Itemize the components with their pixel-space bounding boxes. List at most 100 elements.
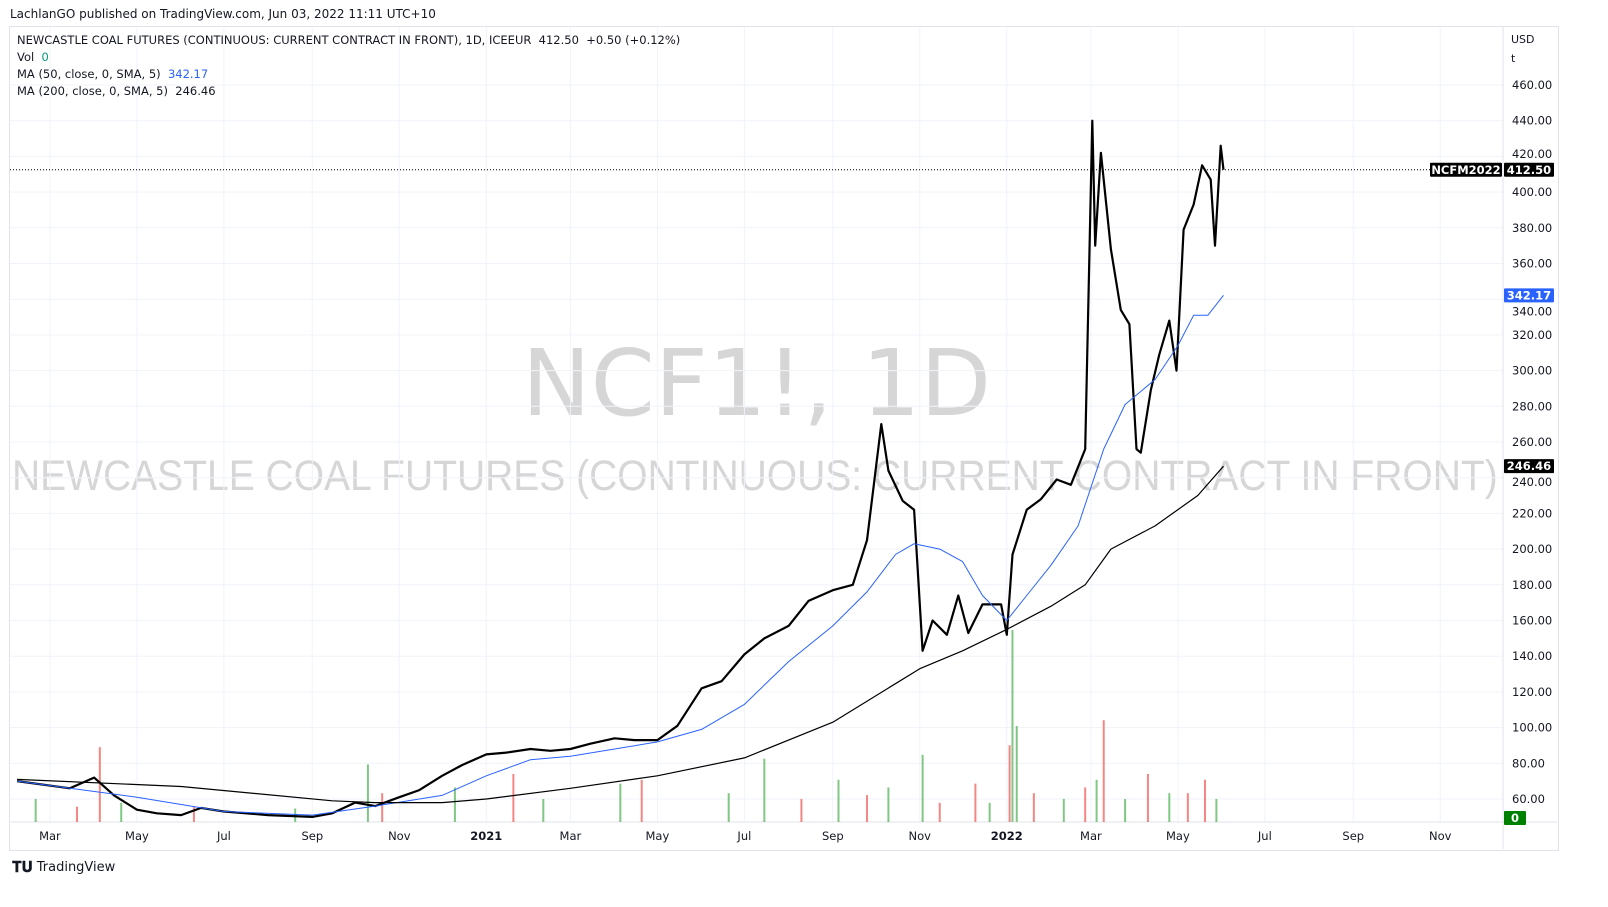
- legend-ma50[interactable]: MA (50, close, 0, SMA, 5) 342.17: [17, 67, 208, 81]
- y-tick-label: 300.00: [1512, 364, 1552, 378]
- y-tick-label: 180.00: [1512, 578, 1552, 592]
- x-tick-label: Jul: [1257, 829, 1272, 843]
- volume-bar: [837, 779, 840, 822]
- volume-bar: [34, 798, 37, 822]
- volume-bar: [381, 793, 384, 822]
- ma200-line: [17, 465, 1224, 804]
- volume-axis-label-bg: [1504, 811, 1526, 825]
- legend-main[interactable]: NEWCASTLE COAL FUTURES (CONTINUOUS: CURR…: [17, 33, 680, 47]
- ma50-value: 342.17: [167, 67, 209, 81]
- x-tick-label: Sep: [822, 829, 844, 843]
- x-tick-label: Mar: [39, 829, 61, 843]
- ma200-value: 246.46: [175, 84, 216, 98]
- legend-vol[interactable]: Vol 0: [17, 50, 49, 64]
- brand-name: TradingView: [36, 859, 116, 875]
- x-tick-label: 2021: [470, 829, 502, 843]
- y-tick-label: 280.00: [1512, 399, 1552, 413]
- x-tick-label: Sep: [1342, 829, 1364, 843]
- x-tick-label: Jul: [216, 829, 231, 843]
- last-price-label-bg: [1504, 162, 1554, 177]
- chart-frame: [9, 26, 1559, 851]
- legend-title: NEWCASTLE COAL FUTURES (CONTINUOUS: CURR…: [17, 33, 532, 47]
- x-tick-label: May: [1166, 829, 1190, 843]
- currency-label: USD: [1511, 33, 1535, 46]
- volume-bar: [974, 783, 977, 822]
- y-tick-label: 220.00: [1512, 506, 1552, 520]
- legend-ma200[interactable]: MA (200, close, 0, SMA, 5) 246.46: [17, 84, 216, 98]
- y-tick-label: 320.00: [1512, 328, 1552, 342]
- y-tick-label: 80.00: [1512, 756, 1545, 770]
- ma200-axis-label-bg: [1504, 459, 1554, 474]
- publish-info: LachlanGO published on TradingView.com, …: [10, 7, 436, 21]
- y-tick-label: 420.00: [1512, 147, 1552, 161]
- volume-bar: [1168, 793, 1171, 822]
- x-tick-label: Nov: [388, 829, 411, 843]
- volume-bar: [192, 806, 195, 822]
- ma50-label: MA (50, close, 0, SMA, 5): [17, 67, 161, 81]
- price-line: [16, 119, 1225, 819]
- volume-bar: [938, 802, 941, 822]
- ma50-axis-label: 342.17: [1507, 288, 1551, 302]
- watermark-symbol: NCF1!, 1D: [521, 330, 992, 437]
- y-tick-label: 120.00: [1512, 685, 1552, 699]
- x-tick-label: Nov: [909, 829, 932, 843]
- volume-bar: [1015, 726, 1018, 822]
- volume-bar: [1215, 798, 1218, 822]
- y-tick-label: 200.00: [1512, 542, 1552, 556]
- volume-bar: [1011, 630, 1014, 822]
- x-tick-label: May: [125, 829, 149, 843]
- volume-axis-label: 0: [1511, 811, 1519, 825]
- volume-bar: [1032, 793, 1035, 822]
- volume-bar: [98, 747, 101, 822]
- volume-bar: [1146, 774, 1149, 822]
- volume-bar: [1203, 779, 1206, 822]
- volume-bar: [921, 754, 924, 822]
- y-tick-label: 440.00: [1512, 114, 1552, 128]
- volume-bar: [1062, 798, 1065, 822]
- volume-bar: [76, 806, 79, 822]
- volume-bar: [1084, 787, 1087, 822]
- y-tick-label: 400.00: [1512, 185, 1552, 199]
- volume-bar: [619, 783, 622, 822]
- tradingview-logo[interactable]: 𝐓𝐔 TradingView: [12, 858, 115, 876]
- volume-bar: [512, 774, 515, 822]
- y-tick-label: 140.00: [1512, 649, 1552, 663]
- ma50-line: [17, 294, 1224, 816]
- x-tick-label: Mar: [1080, 829, 1102, 843]
- volume-bar: [800, 798, 803, 822]
- legend-last: 412.50: [538, 33, 579, 47]
- y-tick-label: 380.00: [1512, 221, 1552, 235]
- y-tick-label: 460.00: [1512, 78, 1552, 92]
- x-tick-label: Jul: [736, 829, 751, 843]
- x-tick-label: May: [646, 829, 670, 843]
- volume-bar: [542, 798, 545, 822]
- volume-bar: [366, 764, 369, 822]
- y-tick-label: 340.00: [1512, 304, 1552, 318]
- y-tick-label: 260.00: [1512, 435, 1552, 449]
- x-tick-label: Mar: [560, 829, 582, 843]
- unit-label: t: [1511, 52, 1516, 65]
- volume-bar: [763, 758, 766, 822]
- volume-bar: [1124, 798, 1127, 822]
- volume-bar: [1102, 720, 1105, 822]
- volume-bar: [1186, 793, 1189, 822]
- ma200-label: MA (200, close, 0, SMA, 5): [17, 84, 168, 98]
- volume-bar: [1008, 745, 1011, 822]
- x-tick-label: Sep: [301, 829, 323, 843]
- last-price-label: 412.50: [1507, 163, 1551, 177]
- watermark-name: NEWCASTLE COAL FUTURES (CONTINUOUS: CURR…: [12, 452, 1498, 500]
- volume-bar: [640, 779, 643, 822]
- x-tick-label: Nov: [1429, 829, 1452, 843]
- y-tick-label: 60.00: [1512, 792, 1545, 806]
- volume-bar: [120, 802, 123, 822]
- y-tick-label: 240.00: [1512, 475, 1552, 489]
- volume-bar: [453, 787, 456, 822]
- volume-bar: [887, 787, 890, 822]
- ma50-axis-label-bg: [1504, 288, 1554, 303]
- y-tick-label: 360.00: [1512, 257, 1552, 271]
- y-tick-label: 160.00: [1512, 614, 1552, 628]
- volume-bar: [988, 802, 991, 822]
- vol-value: 0: [41, 50, 49, 64]
- symbol-label: NCFM2022: [1431, 163, 1500, 177]
